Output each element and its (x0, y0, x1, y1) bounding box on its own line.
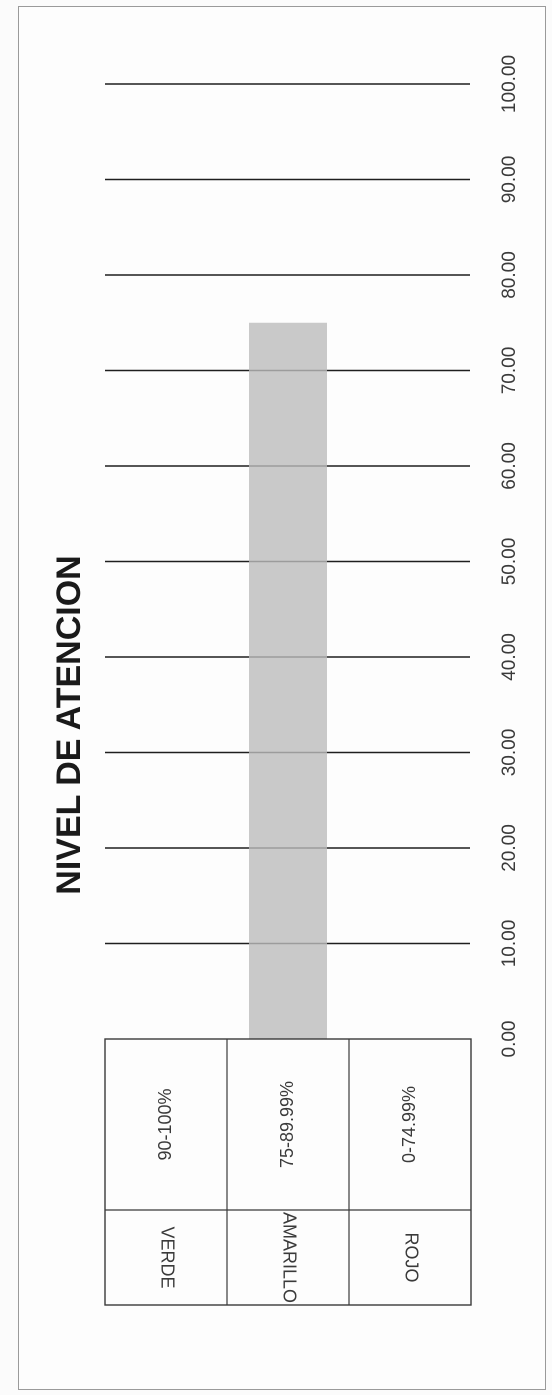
legend-category-label: ROJO (401, 1232, 421, 1282)
x-tick-labels: 0.00 10.00 20.00 30.00 40.00 50.00 60.00 70.00 8… (499, 55, 520, 1058)
table-border (104, 1038, 472, 1306)
x-tick-label: 90.00 (499, 156, 520, 204)
bar-layer (249, 322, 327, 1039)
legend-range-label: 90-100% (155, 1088, 175, 1160)
x-tick-label: 10.00 (499, 920, 520, 968)
bar (249, 322, 327, 1039)
grid-layer (105, 83, 470, 945)
legend-table: VERDE 90-100% AMARILLO 75-89.99% ROJO 0-74.99… (104, 1038, 472, 1306)
legend-range-label: 75-89.99% (277, 1081, 297, 1168)
x-tick-label: 30.00 (499, 729, 520, 777)
x-tick-label: 40.00 (499, 633, 520, 681)
x-tick-label: 50.00 (499, 538, 520, 586)
chart-title: NIVEL DE ATENCION (50, 555, 88, 894)
x-tick-label: 60.00 (499, 442, 520, 490)
x-tick-label: 100.00 (499, 55, 520, 113)
legend-range-label: 0-74.99% (399, 1086, 419, 1163)
x-tick-label: 80.00 (499, 251, 520, 299)
legend-category-label: VERDE (157, 1226, 177, 1288)
x-tick-label: 70.00 (499, 347, 520, 395)
x-tick-label: 0.00 (499, 1021, 520, 1058)
x-tick-label: 20.00 (499, 824, 520, 872)
legend-category-label: AMARILLO (279, 1212, 299, 1303)
